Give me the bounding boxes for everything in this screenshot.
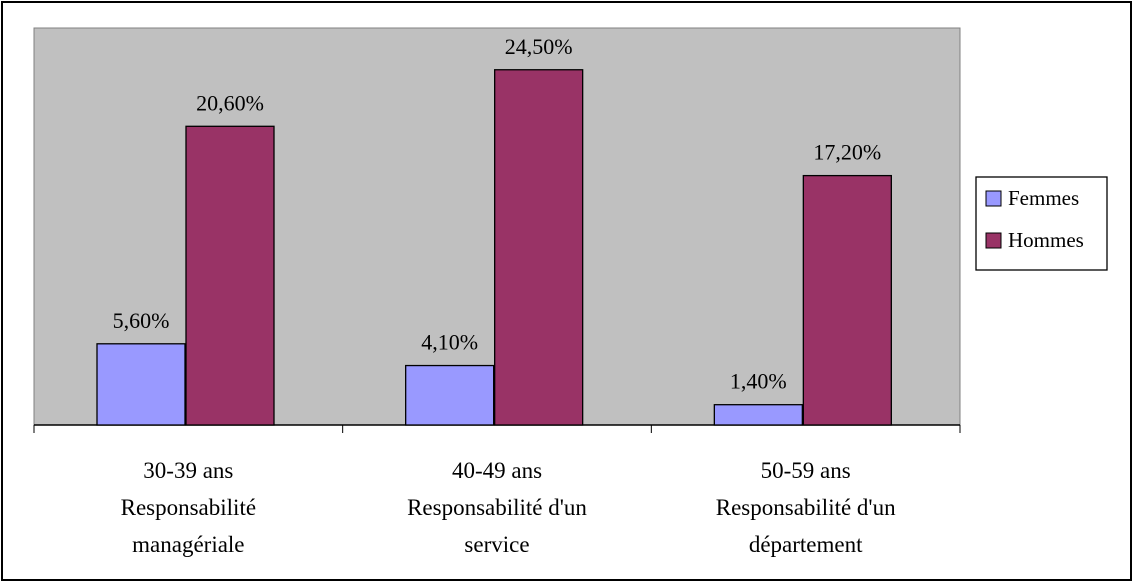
legend-swatch	[985, 190, 1002, 207]
bar-femmes	[96, 343, 186, 426]
category-label: service	[464, 532, 529, 557]
data-label: 24,50%	[505, 34, 573, 59]
bar-hommes	[185, 125, 275, 426]
data-label: 1,40%	[730, 369, 787, 394]
category-label: Responsabilité	[121, 495, 256, 520]
category-label: 40-49 ans	[452, 458, 542, 483]
data-label: 17,20%	[813, 140, 881, 165]
bar-femmes	[405, 364, 495, 426]
legend-label: Femmes	[1008, 186, 1079, 210]
category-label: 30-39 ans	[143, 458, 233, 483]
data-label: 20,60%	[196, 90, 264, 115]
bar-femmes	[713, 404, 803, 426]
data-label: 5,60%	[113, 308, 170, 333]
category-label: Responsabilité d'un	[716, 495, 896, 520]
legend-label: Hommes	[1008, 228, 1084, 252]
bar-hommes	[802, 174, 892, 426]
data-label: 4,10%	[421, 330, 478, 355]
category-label: département	[749, 532, 863, 557]
bar-hommes	[494, 69, 584, 426]
category-label: managériale	[132, 532, 244, 557]
category-label: 50-59 ans	[761, 458, 851, 483]
category-label: Responsabilité d'un	[407, 495, 587, 520]
legend-swatch	[985, 232, 1002, 249]
